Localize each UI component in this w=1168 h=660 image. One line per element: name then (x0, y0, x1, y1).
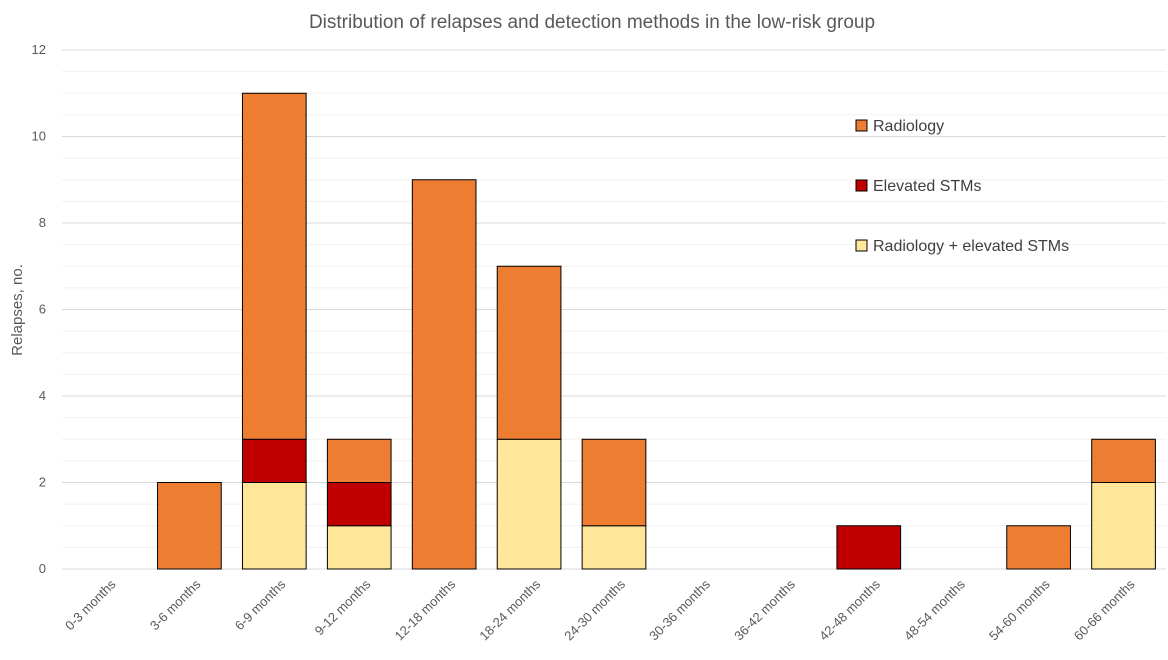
bar-segment (1006, 525, 1071, 570)
bar-segment (241, 438, 307, 483)
y-tick-label: 8 (39, 215, 46, 230)
x-tick-label: 30-36 months (646, 576, 713, 643)
legend: Radiology Elevated STMs Radiology + elevat… (855, 118, 1069, 255)
y-tick-labels: 0 2 4 6 8 10 12 (32, 42, 46, 576)
legend-label: Radiology + elevated STMs (873, 238, 1069, 255)
bar-segment (326, 482, 392, 527)
x-tick-label: 9-12 months (312, 576, 374, 638)
bar-segment (496, 265, 562, 440)
x-tick-label: 36-42 months (731, 576, 798, 643)
legend-label: Radiology (873, 118, 944, 135)
x-tick-label: 54-60 months (986, 576, 1053, 643)
chart-title: Distribution of relapses and detection m… (309, 12, 875, 33)
bar-segment (581, 438, 647, 527)
y-tick-label: 6 (39, 302, 46, 317)
legend-swatch (855, 239, 868, 252)
legend-label: Elevated STMs (873, 178, 981, 195)
x-tick-labels: 0-3 months 3-6 months 6-9 months 9-12 month… (62, 576, 1138, 643)
bar-segment (326, 438, 392, 483)
legend-swatch (855, 179, 868, 192)
bar-segment (496, 438, 562, 570)
bar-segment (1091, 438, 1156, 483)
bar-segment (581, 525, 647, 570)
y-tick-label: 10 (32, 129, 46, 144)
x-tick-label: 18-24 months (476, 576, 543, 643)
y-tick-label: 2 (39, 475, 46, 490)
x-tick-label: 0-3 months (62, 576, 119, 633)
x-tick-label: 42-48 months (816, 576, 883, 643)
x-tick-label: 60-66 months (1071, 576, 1138, 643)
bar-segment (1091, 482, 1156, 570)
legend-swatch (855, 119, 868, 132)
x-tick-label: 24-30 months (561, 576, 628, 643)
x-tick-label: 3-6 months (147, 576, 204, 633)
x-tick-label: 12-18 months (391, 576, 458, 643)
y-tick-label: 4 (39, 388, 46, 403)
y-axis-label: Relapses, no. (9, 264, 26, 356)
bar-segment (157, 482, 222, 570)
bar-segment (241, 482, 307, 570)
bar-segment (411, 179, 477, 570)
y-tick-label: 0 (39, 561, 46, 576)
y-tick-label: 12 (32, 42, 46, 57)
bar-segment (836, 525, 902, 570)
bar-segment (241, 92, 307, 440)
x-tick-label: 6-9 months (232, 576, 289, 633)
bar-segment (326, 525, 392, 570)
bars (157, 92, 1156, 570)
x-tick-label: 48-54 months (901, 576, 968, 643)
